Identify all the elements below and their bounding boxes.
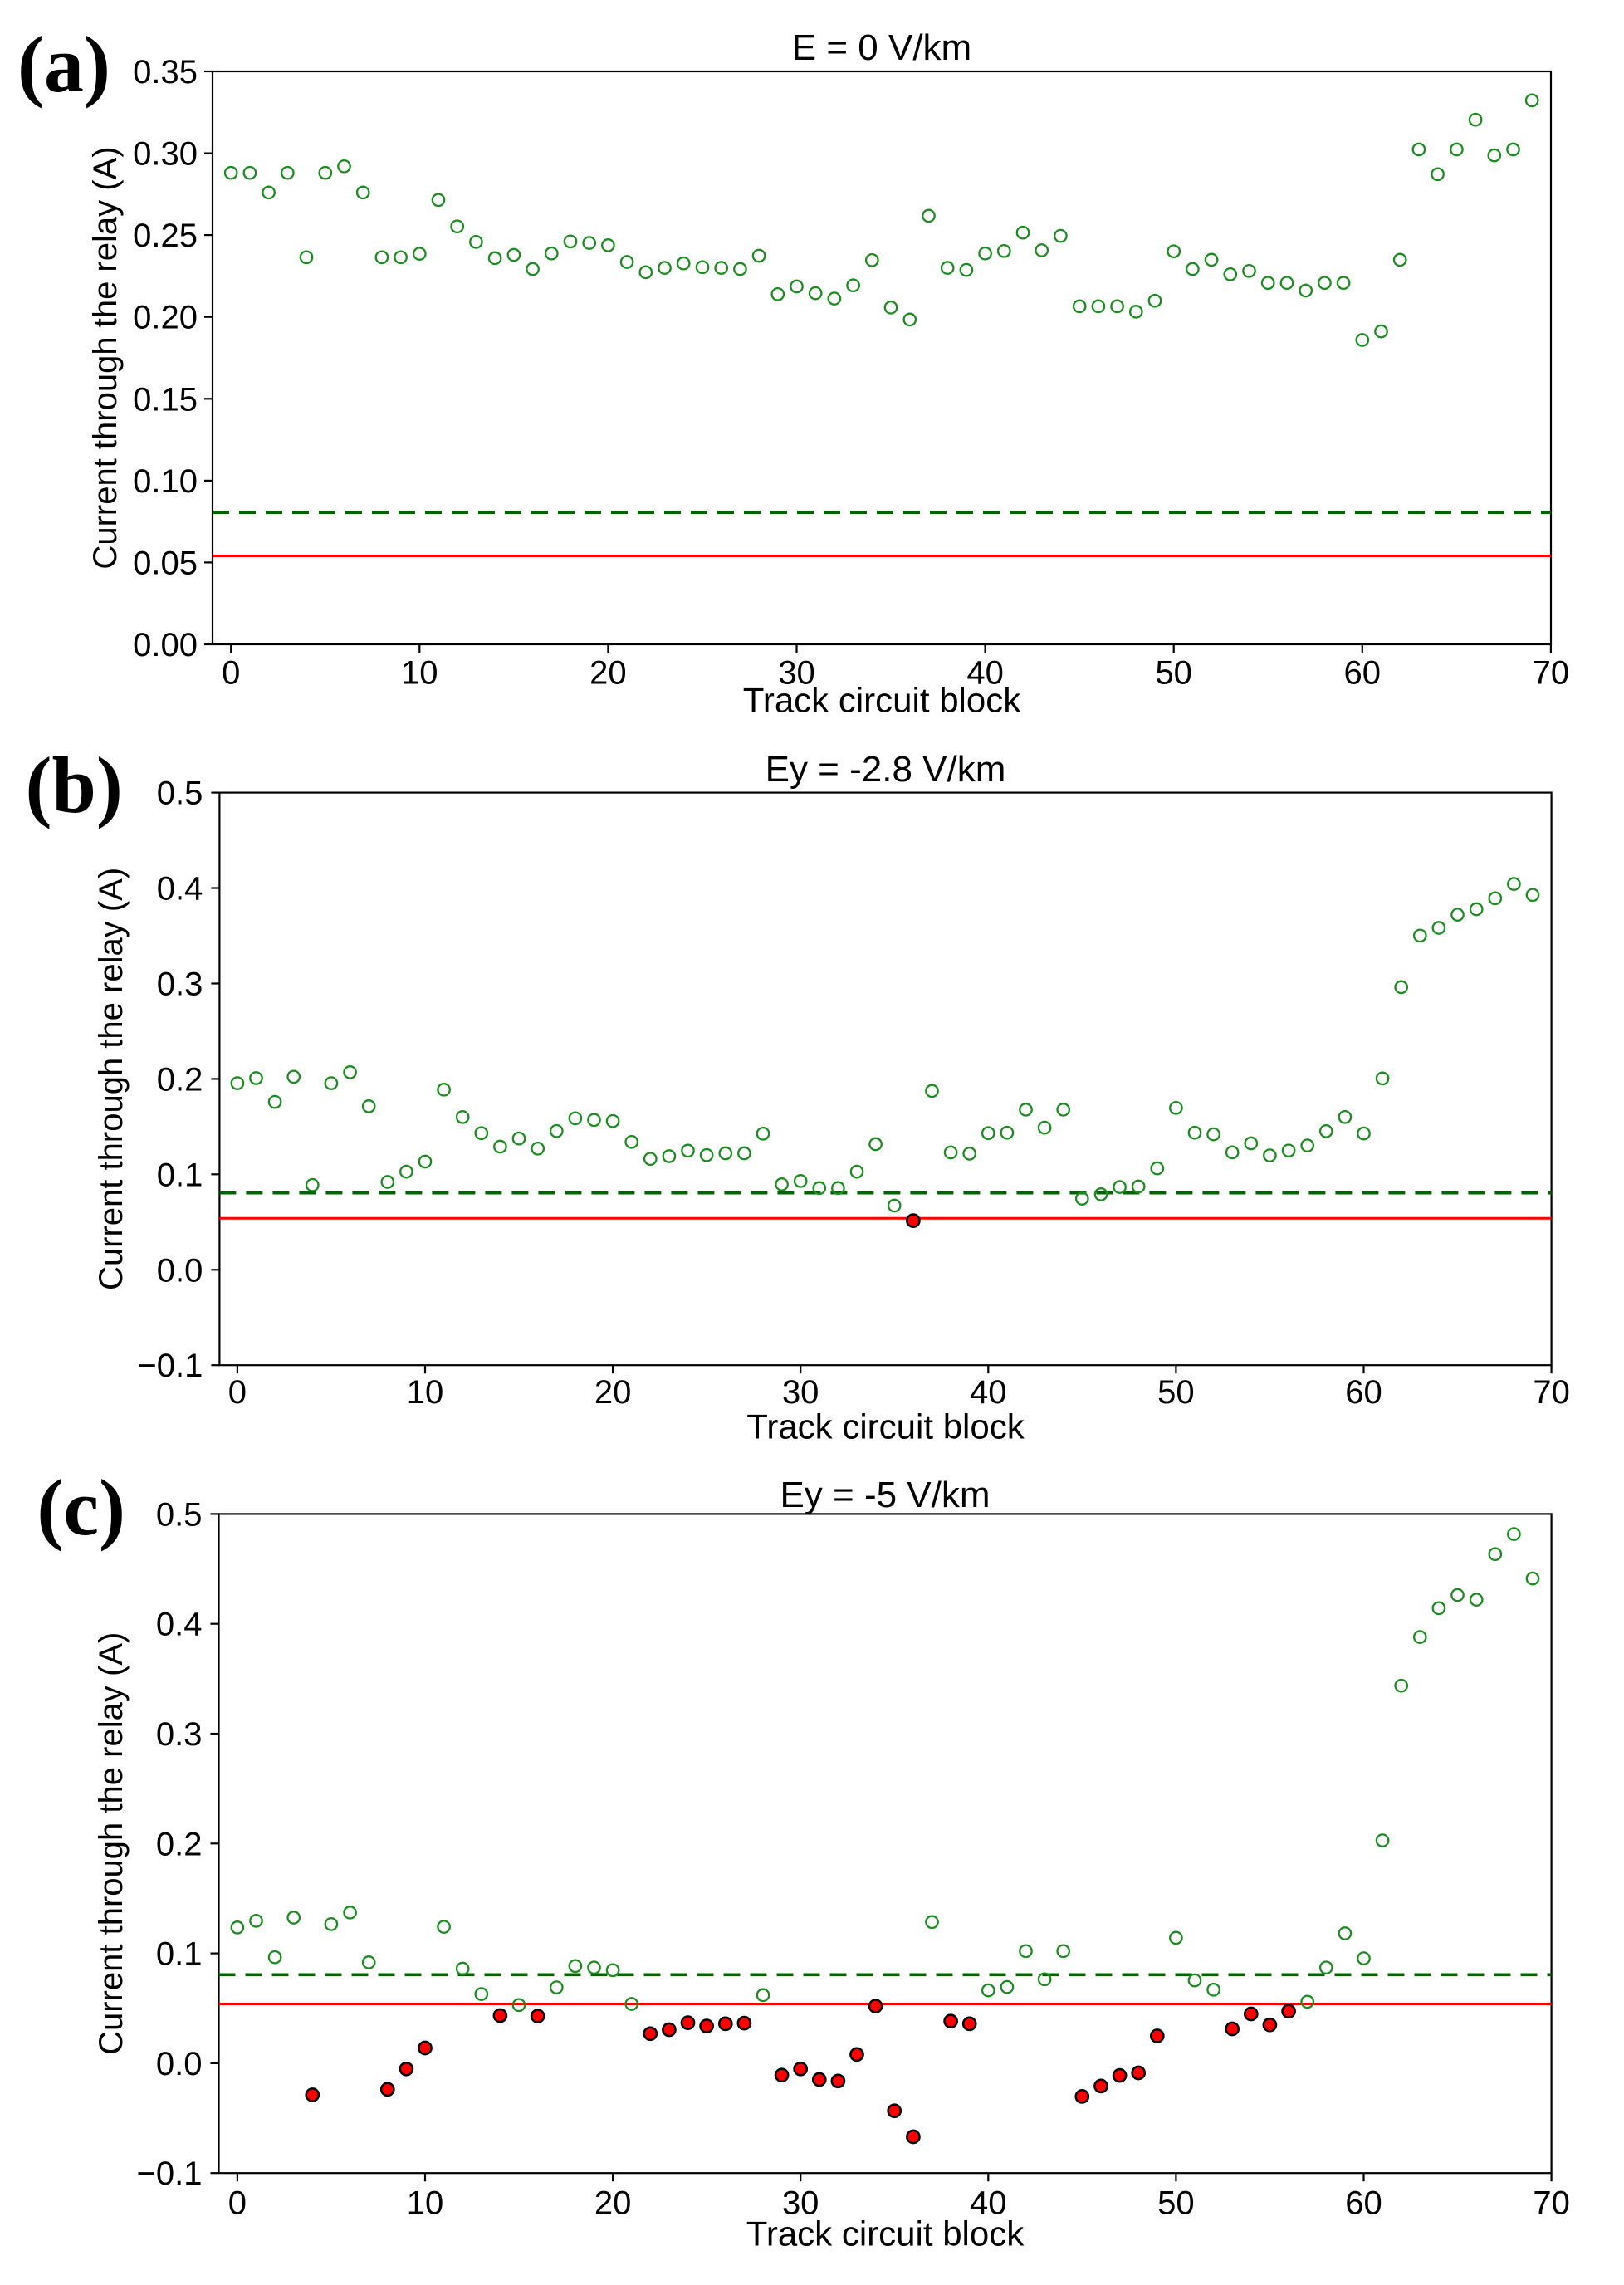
svg-text:E = 0 V/km: E = 0 V/km: [792, 27, 971, 68]
svg-text:0.3: 0.3: [157, 966, 203, 1003]
svg-text:(a): (a): [17, 20, 110, 109]
svg-text:0.4: 0.4: [157, 871, 203, 908]
svg-text:(c): (c): [37, 1463, 125, 1552]
svg-text:0.30: 0.30: [133, 136, 198, 173]
svg-text:0.2: 0.2: [156, 1826, 203, 1862]
svg-text:(b): (b): [26, 741, 123, 829]
svg-text:50: 50: [1157, 1374, 1195, 1411]
svg-text:0.3: 0.3: [156, 1716, 203, 1753]
svg-text:0: 0: [228, 2185, 247, 2222]
svg-text:0.20: 0.20: [133, 300, 198, 336]
svg-text:20: 20: [594, 2185, 632, 2222]
svg-text:0.25: 0.25: [133, 218, 198, 254]
svg-text:20: 20: [594, 1374, 632, 1411]
svg-text:0.2: 0.2: [157, 1061, 203, 1098]
svg-text:40: 40: [970, 2185, 1007, 2222]
svg-text:Track circuit block: Track circuit block: [743, 681, 1022, 720]
svg-text:60: 60: [1344, 654, 1382, 691]
svg-text:30: 30: [778, 654, 815, 691]
svg-text:0.5: 0.5: [156, 1496, 203, 1533]
svg-text:0.0: 0.0: [156, 2046, 203, 2082]
svg-text:0.1: 0.1: [157, 1157, 203, 1193]
svg-text:Current through the relay (A): Current through the relay (A): [93, 868, 130, 1290]
svg-text:0.10: 0.10: [133, 463, 198, 500]
svg-text:10: 10: [401, 654, 438, 691]
svg-text:50: 50: [1155, 654, 1192, 691]
svg-text:30: 30: [782, 1374, 819, 1411]
svg-text:10: 10: [407, 2185, 444, 2222]
svg-text:0.4: 0.4: [156, 1607, 203, 1643]
svg-text:Current through the relay (A): Current through the relay (A): [87, 146, 124, 569]
svg-text:Ey = -5 V/km: Ey = -5 V/km: [780, 1475, 990, 1515]
svg-text:70: 70: [1533, 2185, 1570, 2222]
svg-text:0.05: 0.05: [133, 545, 198, 581]
svg-text:50: 50: [1157, 2185, 1195, 2222]
svg-text:0.15: 0.15: [133, 381, 198, 418]
svg-text:Current through the relay (A): Current through the relay (A): [93, 1632, 130, 2055]
svg-text:30: 30: [782, 2185, 819, 2222]
svg-text:0: 0: [228, 1374, 247, 1411]
svg-text:0.1: 0.1: [156, 1936, 203, 1973]
svg-text:40: 40: [970, 1374, 1007, 1411]
svg-text:−0.1: −0.1: [137, 1348, 203, 1384]
svg-text:70: 70: [1533, 654, 1570, 691]
svg-text:0.35: 0.35: [133, 54, 198, 91]
svg-text:−0.1: −0.1: [137, 2155, 203, 2192]
svg-text:40: 40: [966, 654, 1004, 691]
svg-text:70: 70: [1533, 1374, 1570, 1411]
svg-text:0.5: 0.5: [157, 776, 203, 812]
svg-text:0.00: 0.00: [133, 627, 198, 663]
svg-text:Ey = -2.8 V/km: Ey = -2.8 V/km: [766, 749, 1006, 790]
svg-text:60: 60: [1345, 2185, 1382, 2222]
svg-text:10: 10: [407, 1374, 444, 1411]
svg-text:Track circuit block: Track circuit block: [746, 2214, 1025, 2253]
svg-text:Track circuit block: Track circuit block: [746, 1407, 1025, 1446]
svg-text:0.0: 0.0: [157, 1252, 203, 1289]
svg-text:0: 0: [222, 654, 240, 691]
svg-text:20: 20: [589, 654, 627, 691]
svg-text:60: 60: [1345, 1374, 1382, 1411]
